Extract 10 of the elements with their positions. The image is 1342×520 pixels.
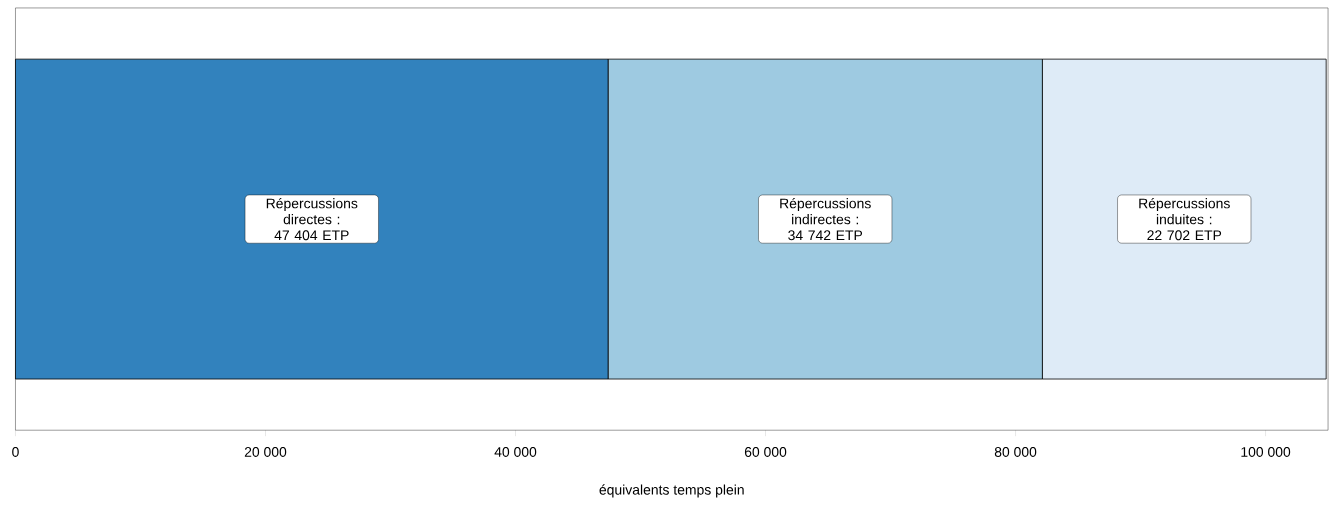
x-tick-label: 100 000 [1241,447,1291,457]
data-label: Répercussions induites : 22 702 ETP [1139,198,1230,241]
x-tick-label: 0 [12,447,19,457]
data-label: Répercussions indirectes : 34 742 ETP [780,198,871,241]
x-tick-label: 20 000 [244,447,287,457]
data-label: Répercussions directes : 47 404 ETP [266,198,358,241]
x-tick-label: 80 000 [994,447,1037,457]
x-axis-title: équivalents temps plein [599,484,744,498]
x-tick-label: 60 000 [744,447,787,457]
x-tick-label: 40 000 [494,447,537,457]
